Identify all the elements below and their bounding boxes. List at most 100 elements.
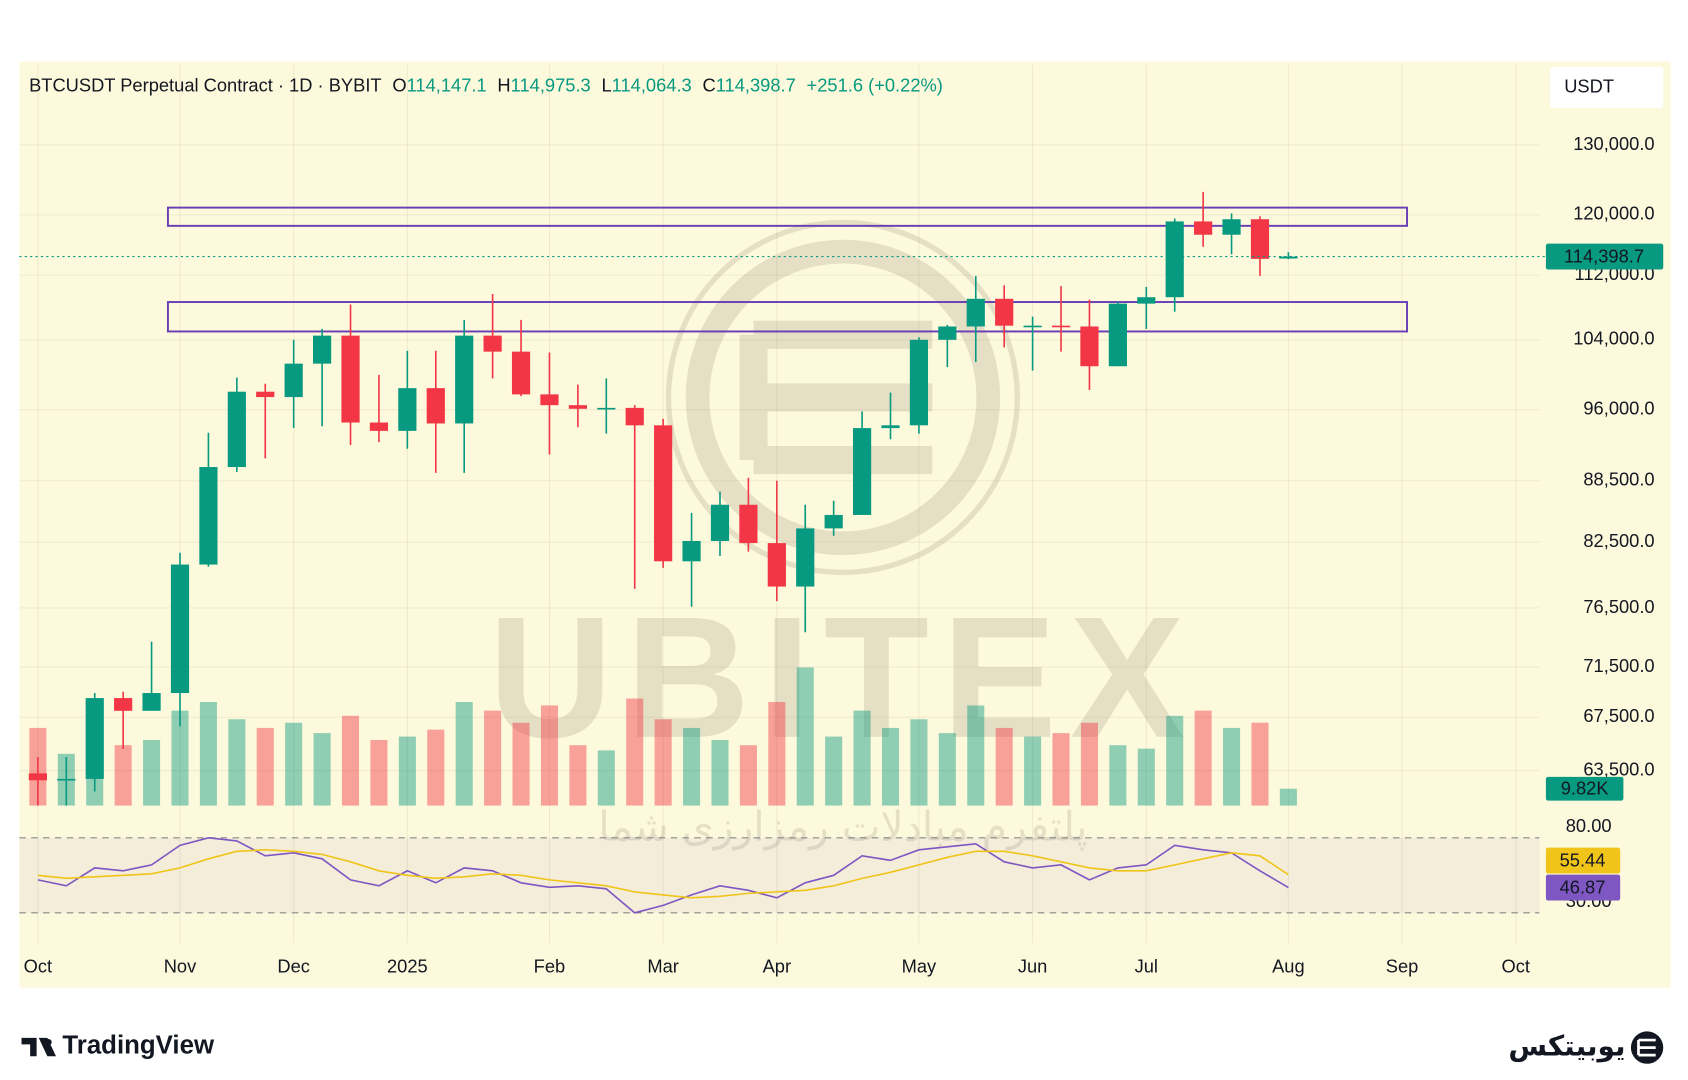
- volume-bar: [1109, 745, 1127, 806]
- y-tick-label: 88,500.0: [1583, 469, 1654, 490]
- watermark-brand: UBITEX: [488, 581, 1197, 774]
- volume-bar: [1024, 736, 1042, 806]
- volume-bar: [484, 710, 502, 806]
- volume-bar: [967, 705, 985, 806]
- ohlc-value: 114,398.7: [716, 74, 796, 95]
- footer-logo-text: یوبیتکس: [1508, 1030, 1625, 1063]
- x-tick-label: Feb: [534, 956, 566, 977]
- volume-bar: [427, 729, 445, 806]
- volume-bar: [683, 727, 701, 806]
- candle-body: [483, 335, 502, 352]
- zones: [166, 206, 1408, 333]
- volume-bar: [341, 715, 360, 806]
- candle-body: [1165, 221, 1184, 298]
- footer-logo-icon: [1637, 1038, 1656, 1057]
- volume-bar: [1080, 722, 1098, 806]
- ohlc-value: 114,147.1: [407, 74, 487, 95]
- x-tick-label: Sep: [1386, 956, 1419, 977]
- volume-bar: [626, 698, 644, 806]
- watermark: UBITEX پلتفرم مبادلات رمزارزی شما: [488, 219, 1197, 850]
- candle-body: [455, 335, 474, 424]
- volume-bar: [711, 740, 729, 806]
- volume-bar: [171, 710, 189, 806]
- chart-background: [19, 61, 1671, 989]
- rsi-band: [19, 837, 1540, 913]
- rsi-value-label: 46.87: [1560, 876, 1606, 897]
- candle-body: [824, 514, 843, 529]
- candle-body: [654, 425, 673, 562]
- y-tick-label: 71,500.0: [1583, 655, 1654, 676]
- candle-body: [995, 298, 1014, 326]
- candle-body: [796, 528, 815, 587]
- volume-bar: [739, 745, 757, 806]
- candle-body: [1108, 303, 1127, 367]
- volume-bar: [938, 733, 956, 806]
- candle-body: [1222, 219, 1241, 235]
- x-tick-label: Aug: [1272, 956, 1305, 977]
- watermark-icon: [739, 320, 933, 475]
- y-tick-label: 63,500.0: [1583, 758, 1654, 779]
- candle-body: [966, 298, 985, 327]
- volume-bar: [910, 719, 928, 806]
- candle-body: [142, 693, 161, 711]
- candle-body: [767, 543, 786, 587]
- x-tick-label: Nov: [164, 956, 197, 977]
- candle-body: [852, 428, 872, 515]
- volume-bar: [569, 745, 587, 806]
- header: BTCUSDT Perpetual Contract · 1D · BYBIT O…: [29, 74, 943, 95]
- candle-body: [369, 422, 389, 431]
- ohlc-value: 114,064.3: [612, 74, 692, 95]
- candle-body: [1023, 325, 1042, 328]
- x-tick-label: Dec: [277, 956, 310, 977]
- candle-body: [313, 335, 332, 364]
- last-price-box: [1545, 243, 1664, 270]
- y-tick-label: 104,000.0: [1573, 328, 1654, 349]
- volume-bar: [199, 702, 217, 806]
- x-tick-label: May: [902, 956, 937, 977]
- volume-bar: [313, 733, 331, 806]
- axes: 130,000.0120,000.0112,000.0104,000.096,0…: [19, 133, 1664, 977]
- candle-body: [426, 388, 445, 424]
- rsi-value-label: 55.44: [1560, 849, 1606, 870]
- tradingview-logo-dot: [45, 1038, 52, 1046]
- candle-body: [85, 698, 104, 779]
- volume-bar: [654, 719, 672, 806]
- candle-body: [710, 504, 730, 541]
- change: +251.6 (+0.22%): [807, 74, 943, 95]
- ohlc-key: O: [392, 74, 406, 95]
- ohlc-key: H: [497, 74, 510, 95]
- x-tick-label: Oct: [1502, 956, 1530, 977]
- candle-body: [170, 564, 190, 694]
- symbol: BTCUSDT Perpetual Contract · 1D · BYBIT: [29, 74, 382, 95]
- candle-body: [1279, 256, 1298, 259]
- candle-body: [540, 394, 559, 406]
- x-tick-label: Jun: [1018, 956, 1048, 977]
- volume-bar: [455, 702, 473, 806]
- volume-bar: [1223, 727, 1241, 806]
- rsi-pane: [19, 837, 1540, 914]
- volume-bar: [1166, 715, 1184, 806]
- zone: [166, 206, 1408, 227]
- y-tick-label: 76,500.0: [1583, 596, 1654, 617]
- candle-body: [1080, 326, 1099, 367]
- volume-bar: [256, 727, 274, 806]
- x-tick-label: Jul: [1135, 956, 1158, 977]
- last-price-label: 114,398.7: [1564, 246, 1644, 267]
- candle-body: [57, 778, 76, 781]
- zone: [166, 301, 1408, 333]
- volume-bar: [398, 736, 416, 806]
- volume-bar: [228, 719, 246, 806]
- rsi-value-box: [1545, 847, 1621, 874]
- volume-bar: [1194, 710, 1212, 806]
- candle-body: [227, 391, 246, 468]
- candle-body: [597, 407, 616, 410]
- watermark-ring: [665, 219, 1021, 576]
- volume-bar: [370, 740, 388, 806]
- candle-body: [199, 467, 218, 565]
- candle-body: [625, 407, 644, 426]
- x-tick-label: Oct: [24, 956, 52, 977]
- volume-bar: [1137, 748, 1155, 806]
- y-tick-label: 67,500.0: [1583, 705, 1654, 726]
- volume-bar: [540, 705, 558, 806]
